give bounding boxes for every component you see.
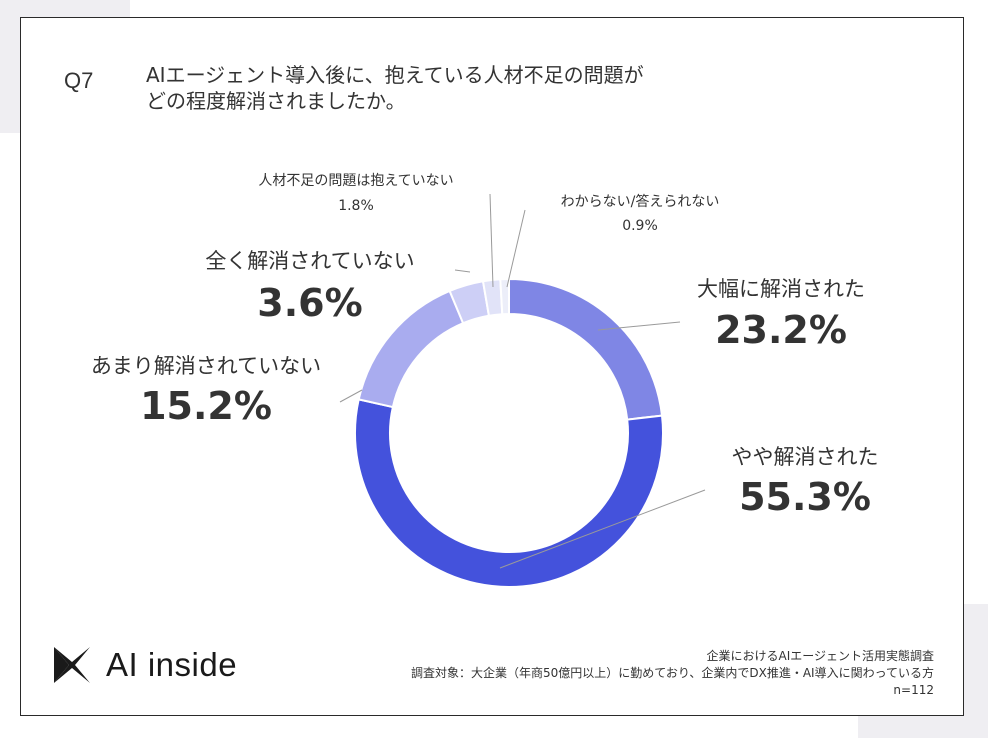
ai-inside-logo-text: AI inside	[106, 646, 238, 683]
question-number: Q7	[64, 68, 94, 93]
question-line-2: どの程度解消されましたか。	[146, 89, 406, 113]
label-little-leader-line	[339, 389, 363, 403]
survey-title: 企業におけるAIエージェント活用実態調査	[706, 649, 934, 663]
donut-slice-3	[357, 289, 465, 409]
question-line-1: AIエージェント導入後に、抱えている人材不足の問題が	[146, 63, 644, 87]
sample-size: n=112	[893, 683, 934, 697]
label-none-category: 全く解消されていない	[205, 249, 414, 273]
survey-target: 調査対象：大企業（年商50億円以上）に勤めており、企業内でDX推進・AI導入に関…	[410, 666, 934, 680]
chart-card	[20, 17, 964, 716]
label-no-shortage-leader-line	[489, 193, 494, 288]
label-no-shortage-category: 人材不足の問題は抱えていない	[258, 173, 453, 189]
label-little-value: 15.2%	[140, 384, 272, 428]
label-unknown-category: わからない/答えられない	[561, 193, 720, 210]
label-little-category: あまり解消されていない	[91, 354, 321, 378]
donut-slice-1	[508, 277, 664, 421]
ai-inside-logo-icon	[54, 647, 90, 683]
label-unknown-value: 0.9%	[622, 218, 658, 234]
label-none-leader-line	[454, 269, 471, 273]
label-no-shortage-value: 1.8%	[338, 198, 374, 214]
label-some-category: やや解消された	[732, 445, 879, 469]
label-none-value: 3.6%	[257, 281, 362, 325]
ai-inside-logo: AI inside	[52, 645, 237, 685]
label-some-leader-line	[499, 489, 706, 569]
label-some-value: 55.3%	[739, 475, 871, 519]
survey-footer: 企業におけるAIエージェント活用実態調査 調査対象：大企業（年商50億円以上）に…	[411, 648, 934, 699]
donut-slice-2	[354, 398, 664, 588]
label-large-leader-line	[597, 321, 681, 331]
label-unknown-leader-line	[506, 209, 526, 288]
label-large-category: 大幅に解消された	[697, 277, 865, 301]
donut-slice-6	[499, 277, 510, 316]
label-large-value: 23.2%	[715, 308, 847, 352]
question-text: AIエージェント導入後に、抱えている人材不足の問題が どの程度解消されましたか。	[146, 62, 766, 114]
